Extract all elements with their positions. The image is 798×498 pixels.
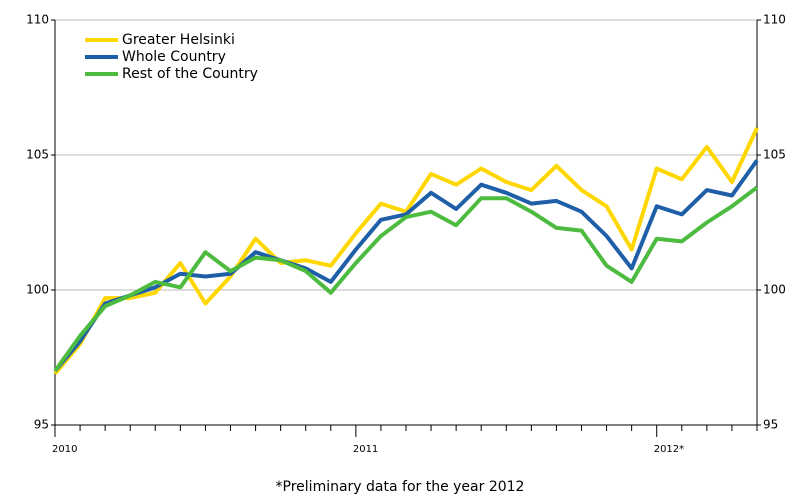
y-tick-label: 95 xyxy=(34,418,49,432)
y-tick-label: 100 xyxy=(26,283,49,297)
line xyxy=(53,159,759,373)
x-tick-label: 2011 xyxy=(353,444,378,455)
y-tick-label: 105 xyxy=(26,148,49,162)
legend-label: Greater Helsinki xyxy=(122,32,235,48)
y2-tick-label: 95 xyxy=(763,418,778,432)
y2-tick-label: 100 xyxy=(763,283,786,297)
y2-tick-label: 105 xyxy=(763,148,786,162)
legend-label: Whole Country xyxy=(122,49,226,65)
legend-label: Rest of the Country xyxy=(122,66,258,82)
line xyxy=(53,185,759,373)
footnote: *Preliminary data for the year 2012 xyxy=(276,479,525,495)
x-tick-label: 2012* xyxy=(654,444,684,455)
x-tick-label: 2010 xyxy=(52,444,77,455)
y-tick-label: 110 xyxy=(26,13,49,27)
line xyxy=(53,127,759,375)
y2-tick-label: 110 xyxy=(763,13,786,27)
